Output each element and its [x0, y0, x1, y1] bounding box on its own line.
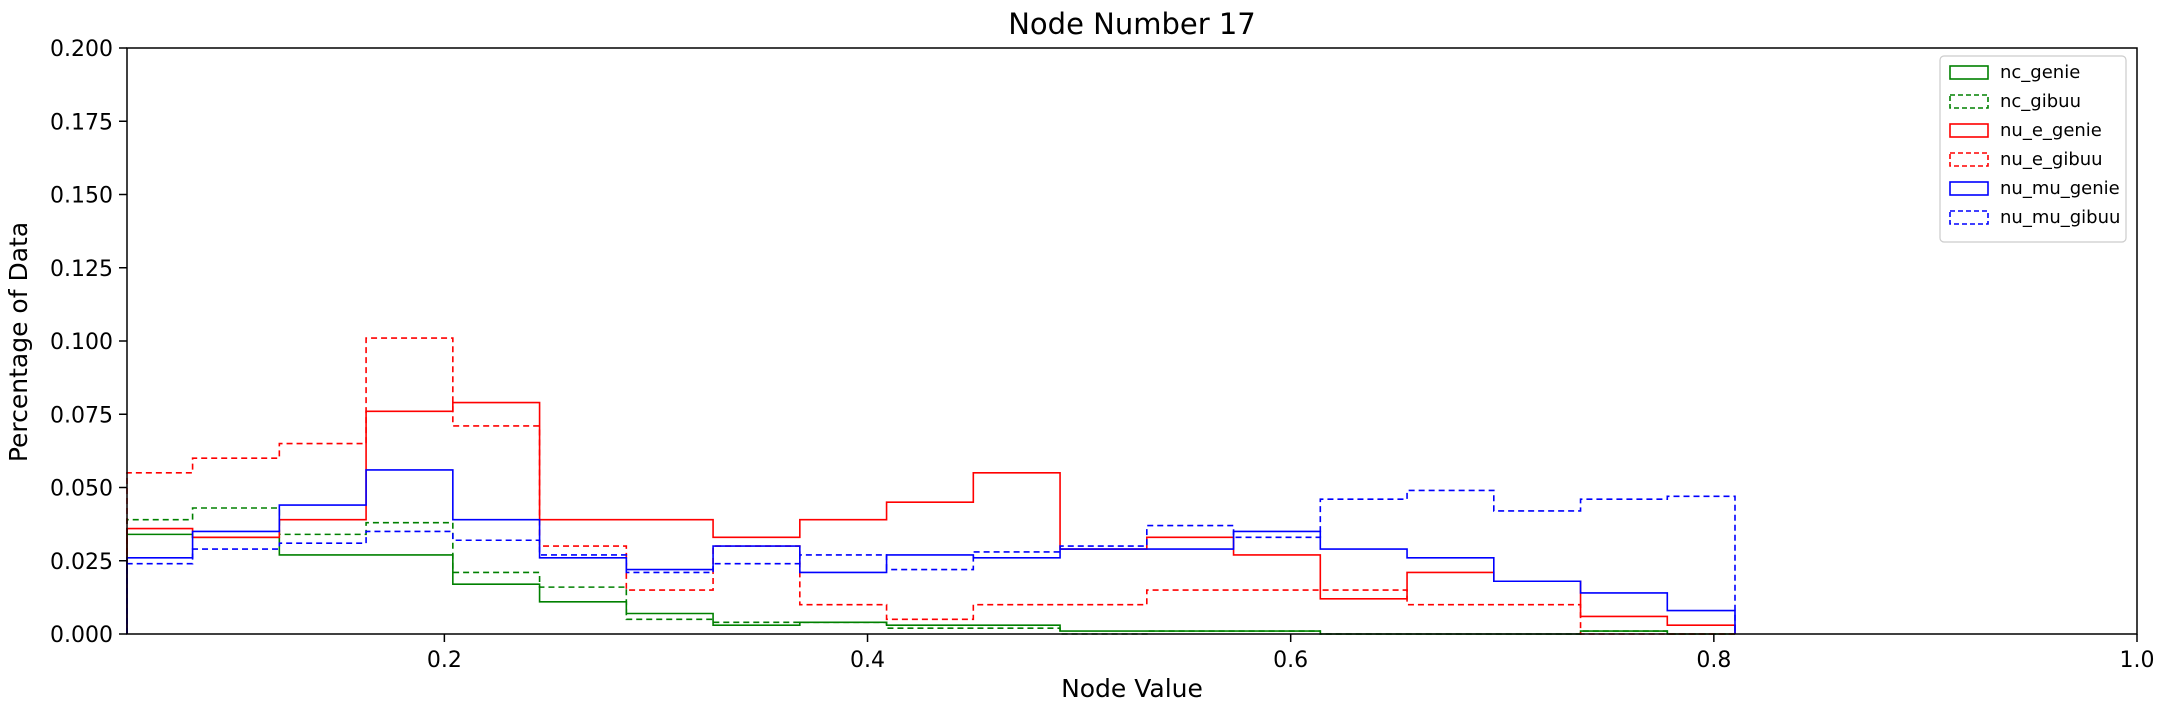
- x-tick-label: 0.2: [427, 648, 462, 673]
- x-axis-ticks: 0.2 0.4 0.6 0.8 1.0: [427, 634, 2155, 673]
- series-line-nc-genie: [126, 533, 1735, 635]
- chart-title: Node Number 17: [1008, 7, 1256, 41]
- y-tick-label: 0.175: [50, 110, 113, 135]
- y-tick-label: 0.125: [50, 257, 113, 282]
- series-line-nu-mu-gibuu: [126, 489, 1736, 634]
- series-line-nu-mu-genie: [126, 469, 1736, 634]
- legend: nc_genie nc_gibuu nu_e_genie nu_e_gibuu nu_m…: [1939, 55, 2127, 243]
- series-line-nu-e-genie: [126, 401, 1736, 634]
- y-tick-label: 0.025: [50, 550, 113, 575]
- x-axis-label: Node Value: [1061, 674, 1203, 703]
- legend-swatch: [1949, 210, 1989, 225]
- x-tick-label: 0.4: [850, 648, 885, 673]
- y-tick-label: 0.100: [50, 330, 113, 355]
- legend-label: nu_e_genie: [2000, 120, 2102, 141]
- y-tick-label: 0.200: [50, 37, 113, 62]
- y-tick-label: 0.150: [50, 184, 113, 209]
- series-line-nu-e-gibuu: [126, 337, 1735, 635]
- y-axis-label: Percentage of Data: [4, 222, 33, 462]
- legend-label: nu_mu_gibuu: [2000, 207, 2120, 228]
- legend-swatch: [1949, 65, 1989, 80]
- y-tick-label: 0.050: [50, 477, 113, 502]
- x-tick-label: 1.0: [2120, 648, 2155, 673]
- series-layer: [126, 337, 1736, 635]
- legend-swatch: [1949, 181, 1989, 196]
- y-tick-label: 0.000: [50, 623, 113, 648]
- x-tick-label: 0.8: [1696, 648, 1731, 673]
- legend-swatch: [1949, 152, 1989, 167]
- y-tick-label: 0.075: [50, 403, 113, 428]
- legend-label: nc_gibuu: [2000, 91, 2081, 112]
- y-axis-ticks: 0.000 0.025 0.050 0.075 0.100 0.125 0.150 0.175…: [50, 37, 127, 648]
- x-tick-label: 0.6: [1273, 648, 1308, 673]
- legend-label: nu_mu_genie: [2000, 178, 2120, 199]
- legend-swatch: [1949, 94, 1989, 109]
- legend-label: nc_genie: [2000, 62, 2080, 83]
- legend-swatch: [1949, 123, 1989, 138]
- legend-label: nu_e_gibuu: [2000, 149, 2103, 170]
